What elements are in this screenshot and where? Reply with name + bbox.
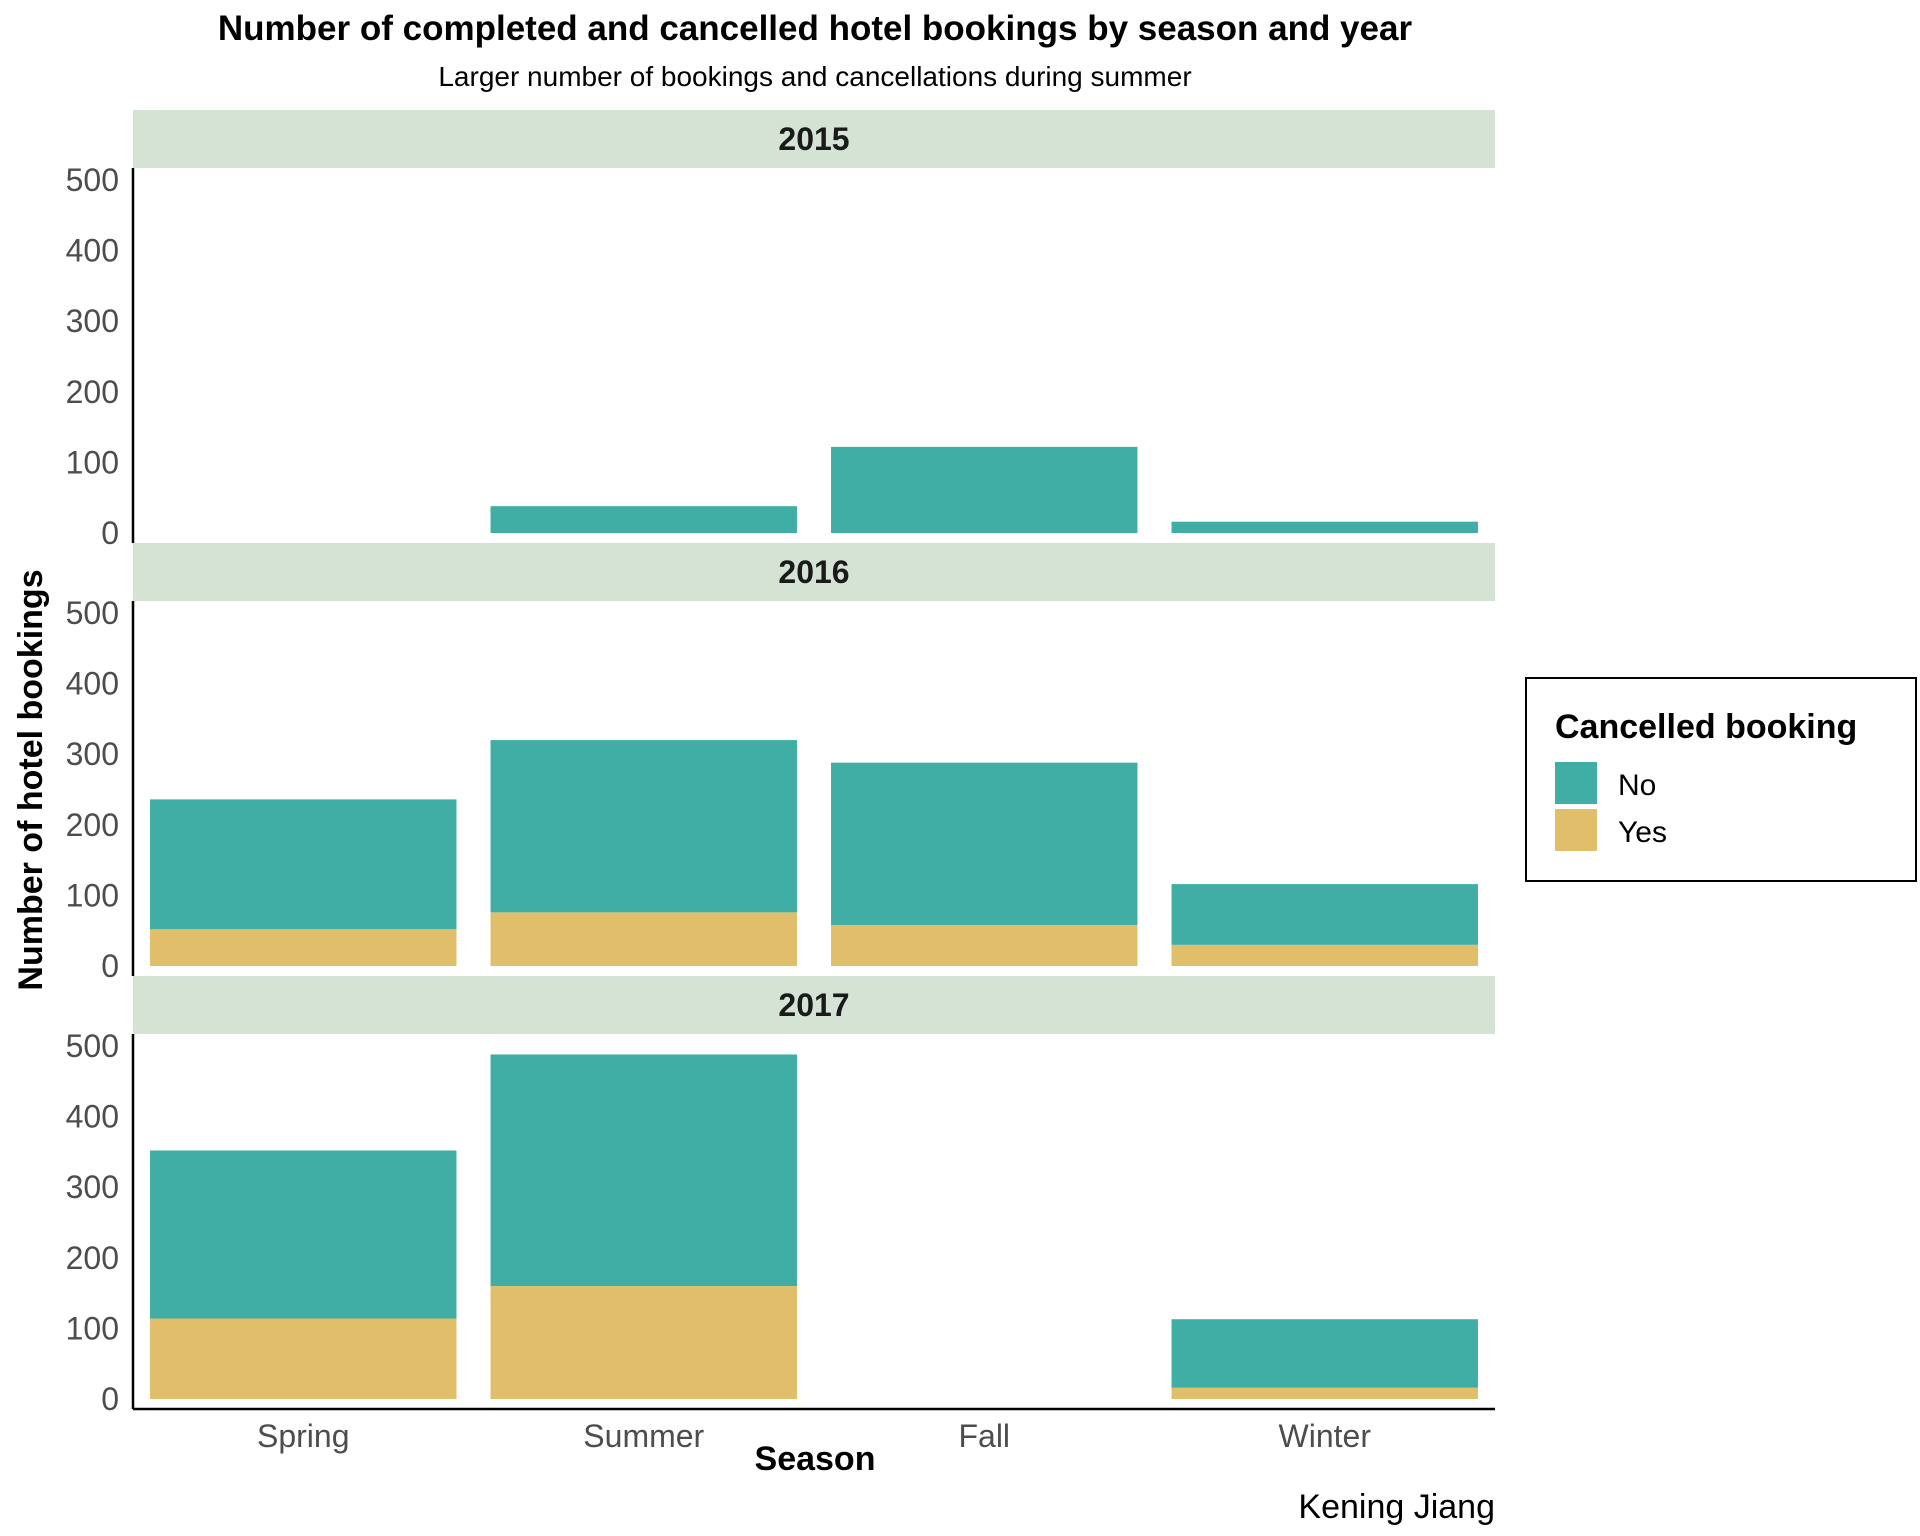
bar-fall-yes (831, 925, 1138, 966)
y-tick-label: 300 (66, 303, 119, 339)
bar-spring-no (150, 799, 457, 930)
facet-strip (133, 543, 1495, 601)
y-tick-label: 200 (66, 374, 119, 410)
x-tick-label: Spring (257, 1418, 350, 1454)
y-tick-label: 500 (66, 1028, 119, 1064)
y-tick-label: 0 (101, 1381, 119, 1417)
panel-2016: 2016 0 100 200 300 400 500 (66, 543, 1495, 984)
bar-summer-no (490, 1054, 797, 1287)
y-tick-label: 100 (66, 877, 119, 913)
x-axis: Spring Summer Fall Winter (133, 1407, 1495, 1454)
y-axis-title: Number of hotel bookings (12, 569, 50, 990)
facet-strip (133, 976, 1495, 1034)
y-tick-label: 400 (66, 1099, 119, 1135)
panel-2015: 2015 0 100 200 300 400 500 (66, 110, 1495, 551)
x-tick-label: Winter (1279, 1418, 1372, 1454)
facet-strip-label: 2017 (778, 987, 849, 1023)
bar-winter-no (1171, 1319, 1478, 1388)
legend-swatch-yes (1555, 809, 1597, 851)
y-tick-label: 100 (66, 444, 119, 480)
y-tick-label: 300 (66, 736, 119, 772)
bar-winter-no (1171, 884, 1478, 945)
bar-summer-yes (490, 1286, 797, 1399)
x-tick-label: Summer (583, 1418, 704, 1454)
bar-fall-no (831, 762, 1138, 926)
y-tick-label: 300 (66, 1169, 119, 1205)
y-tick-label: 400 (66, 666, 119, 702)
bar-summer-no (490, 740, 797, 913)
caption: Kening Jiang (1298, 1488, 1495, 1526)
panel-2017: 2017 0 100 200 300 400 500 (66, 976, 1495, 1417)
y-tick-label: 100 (66, 1310, 119, 1346)
y-tick-label: 200 (66, 807, 119, 843)
facet-strip (133, 110, 1495, 168)
facet-panels: 2015 0 100 200 300 400 500 2016 0 100 200 300 400 500… (66, 110, 1495, 1417)
bar-summer-yes (490, 912, 797, 966)
bar-spring-yes (150, 929, 457, 966)
y-tick-label: 400 (66, 233, 119, 269)
bar-spring-yes (150, 1318, 457, 1399)
bar-spring-no (150, 1150, 457, 1319)
bar-summer-no (490, 506, 797, 533)
legend-title: Cancelled booking (1555, 708, 1857, 746)
y-tick-label: 0 (101, 948, 119, 984)
legend-swatch-no (1555, 762, 1597, 804)
bar-fall-no (831, 446, 1138, 533)
facet-strip-label: 2015 (778, 121, 849, 157)
chart-title: Number of completed and cancelled hotel … (218, 9, 1413, 48)
legend-label-no: No (1618, 769, 1656, 802)
bar-winter-no (1171, 521, 1478, 533)
bar-winter-yes (1171, 1387, 1478, 1399)
y-tick-label: 200 (66, 1240, 119, 1276)
x-axis-title: Season (755, 1440, 876, 1478)
chart-subtitle: Larger number of bookings and cancellati… (438, 61, 1191, 92)
facet-strip-label: 2016 (778, 554, 849, 590)
x-tick-label: Fall (958, 1418, 1010, 1454)
legend: Cancelled booking No Yes (1525, 677, 1917, 882)
legend-label-yes: Yes (1618, 816, 1667, 849)
y-tick-label: 500 (66, 162, 119, 198)
bar-winter-yes (1171, 944, 1478, 966)
y-tick-label: 500 (66, 595, 119, 631)
y-tick-label: 0 (101, 515, 119, 551)
